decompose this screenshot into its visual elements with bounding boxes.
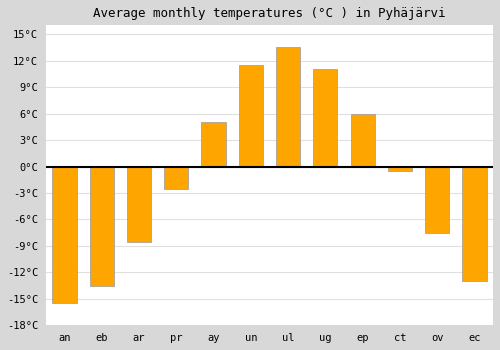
Bar — [276, 47, 300, 167]
Bar — [127, 167, 151, 242]
Bar — [52, 167, 76, 303]
Bar — [202, 122, 226, 167]
Bar — [164, 167, 188, 189]
Bar — [425, 167, 450, 233]
Bar — [350, 113, 374, 167]
Bar — [313, 69, 338, 167]
Bar — [388, 167, 412, 171]
Bar — [90, 167, 114, 286]
Bar — [238, 65, 263, 167]
Title: Average monthly temperatures (°C ) in Pyhäjärvi: Average monthly temperatures (°C ) in Py… — [93, 7, 446, 20]
Bar — [462, 167, 486, 281]
